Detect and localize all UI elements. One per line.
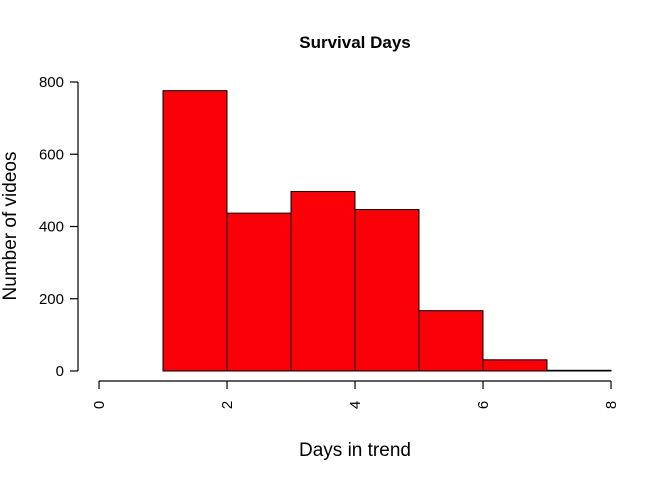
histogram-bar xyxy=(482,359,548,372)
histogram-bar xyxy=(546,369,612,372)
chart-title: Survival Days xyxy=(299,33,411,52)
x-tick-label: 0 xyxy=(91,401,108,409)
y-axis: 0 200 400 600 800 xyxy=(39,74,79,380)
x-tick-label: 4 xyxy=(347,401,364,409)
y-axis-title: Number of videos xyxy=(0,152,21,301)
y-tick-label: 0 xyxy=(56,363,64,380)
x-axis-title: Days in trend xyxy=(299,440,411,461)
histogram-bar xyxy=(290,190,356,372)
y-tick-label: 600 xyxy=(39,146,64,163)
y-tick-label: 400 xyxy=(39,219,64,236)
x-axis: 0 2 4 6 8 xyxy=(91,380,620,409)
histogram-bar xyxy=(418,310,484,372)
histogram-bar xyxy=(226,212,292,372)
x-tick-label: 2 xyxy=(219,401,236,409)
y-tick-label: 800 xyxy=(39,74,64,91)
histogram-bar xyxy=(162,90,228,372)
x-tick-label: 8 xyxy=(603,401,620,409)
histogram-bar xyxy=(354,209,420,372)
x-tick-label: 6 xyxy=(475,401,492,409)
bars xyxy=(162,90,612,372)
y-tick-label: 200 xyxy=(39,291,64,308)
